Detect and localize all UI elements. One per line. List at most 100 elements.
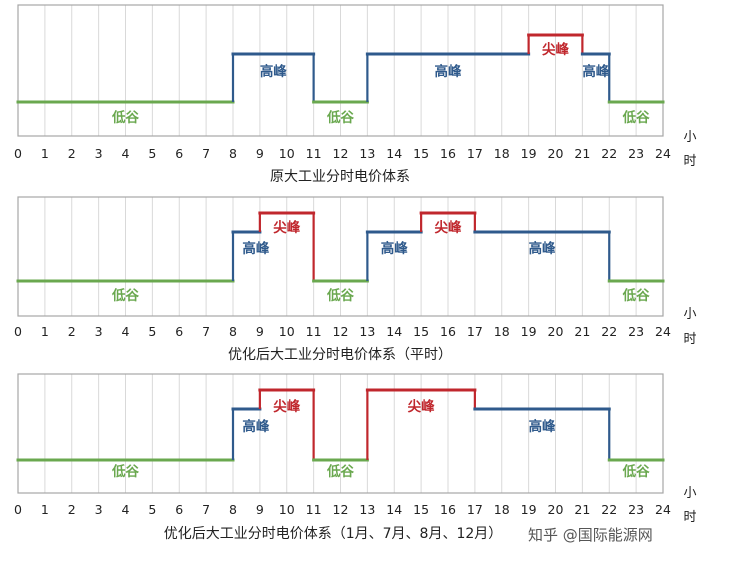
- x-tick-label: 6: [175, 146, 183, 161]
- x-tick-label: 17: [467, 146, 483, 161]
- x-tick-label: 2: [68, 502, 76, 517]
- period-label-valley: 低谷: [622, 287, 651, 304]
- x-tick-label: 2: [68, 146, 76, 161]
- x-tick-label: 1: [41, 324, 49, 339]
- period-label-valley: 低谷: [326, 109, 354, 126]
- x-tick-label: 20: [548, 502, 564, 517]
- x-tick-label: 3: [95, 146, 103, 161]
- x-tick-label: 4: [122, 324, 130, 339]
- x-axis-unit-label: 时: [683, 332, 696, 347]
- chart-caption: 原大工业分时电价体系: [270, 169, 410, 185]
- x-tick-label: 11: [306, 324, 322, 339]
- x-tick-label: 1: [41, 146, 49, 161]
- period-label-high: 高峰: [529, 418, 557, 435]
- x-tick-label: 12: [333, 502, 349, 517]
- x-tick-label: 14: [386, 146, 402, 161]
- x-tick-label: 10: [279, 146, 295, 161]
- period-label-high: 高峰: [435, 63, 462, 80]
- period-label-peak: 尖峰: [273, 219, 300, 236]
- x-tick-label: 8: [229, 146, 237, 161]
- x-tick-label: 7: [202, 324, 210, 339]
- x-tick-label: 4: [122, 502, 130, 517]
- period-label-high: 高峰: [529, 240, 557, 257]
- chart-caption: 优化后大工业分时电价体系（1月、7月、8月、12月）: [164, 526, 503, 542]
- x-axis-unit-label: 时: [683, 154, 696, 169]
- x-tick-label: 5: [148, 146, 156, 161]
- period-label-valley: 低谷: [111, 463, 139, 480]
- x-tick-label: 6: [175, 324, 183, 339]
- x-tick-label: 17: [467, 324, 483, 339]
- period-label-valley: 低谷: [622, 463, 651, 480]
- x-tick-label: 8: [229, 324, 237, 339]
- x-tick-label: 19: [521, 502, 537, 517]
- x-tick-label: 3: [95, 324, 103, 339]
- x-tick-label: 22: [601, 324, 617, 339]
- period-label-high: 高峰: [242, 418, 269, 435]
- period-label-valley: 低谷: [622, 109, 651, 126]
- x-tick-label: 15: [413, 146, 429, 161]
- period-label-peak: 尖峰: [408, 398, 435, 415]
- plot-frame: [17, 196, 664, 317]
- x-tick-label: 14: [386, 324, 402, 339]
- x-tick-label: 9: [256, 146, 264, 161]
- x-tick-label: 11: [306, 146, 322, 161]
- x-axis-unit-label: 小: [683, 307, 696, 322]
- plot-frame: [17, 373, 664, 494]
- x-tick-label: 16: [440, 502, 456, 517]
- period-label-valley: 低谷: [326, 287, 354, 304]
- x-tick-label: 5: [148, 324, 156, 339]
- period-label-high: 高峰: [260, 63, 287, 80]
- x-tick-label: 23: [628, 146, 644, 161]
- x-tick-label: 23: [628, 324, 644, 339]
- x-axis-unit-label: 小: [683, 486, 696, 501]
- x-axis-unit-label: 时: [683, 510, 696, 525]
- x-tick-label: 12: [333, 324, 349, 339]
- x-tick-label: 13: [359, 502, 375, 517]
- x-tick-label: 20: [548, 324, 564, 339]
- chart-caption: 优化后大工业分时电价体系（平时）: [228, 347, 452, 363]
- period-label-high: 高峰: [582, 63, 610, 80]
- period-label-valley: 低谷: [111, 109, 139, 126]
- x-tick-label: 16: [440, 324, 456, 339]
- x-tick-label: 18: [494, 502, 510, 517]
- x-tick-label: 15: [413, 324, 429, 339]
- x-tick-label: 0: [14, 146, 22, 161]
- x-tick-label: 8: [229, 502, 237, 517]
- x-tick-label: 24: [655, 324, 671, 339]
- x-tick-label: 11: [306, 502, 322, 517]
- period-label-peak: 尖峰: [542, 41, 570, 58]
- x-tick-label: 4: [122, 146, 130, 161]
- x-tick-label: 12: [333, 146, 349, 161]
- x-tick-label: 21: [574, 324, 590, 339]
- x-tick-label: 20: [548, 146, 564, 161]
- watermark: 知乎 @国际能源网: [528, 526, 653, 544]
- x-tick-label: 1: [41, 502, 49, 517]
- x-tick-label: 24: [655, 146, 671, 161]
- x-tick-label: 7: [202, 146, 210, 161]
- x-tick-label: 10: [279, 502, 295, 517]
- x-tick-label: 23: [628, 502, 644, 517]
- x-tick-label: 19: [521, 146, 537, 161]
- x-tick-label: 18: [494, 324, 510, 339]
- x-tick-label: 10: [279, 324, 295, 339]
- period-label-high: 高峰: [242, 240, 269, 257]
- x-tick-label: 17: [467, 502, 483, 517]
- period-label-valley: 低谷: [326, 463, 354, 480]
- x-tick-label: 15: [413, 502, 429, 517]
- period-label-high: 高峰: [381, 240, 408, 257]
- x-tick-label: 18: [494, 146, 510, 161]
- x-tick-label: 19: [521, 324, 537, 339]
- x-tick-label: 14: [386, 502, 402, 517]
- period-label-peak: 尖峰: [273, 398, 300, 415]
- x-tick-label: 6: [175, 502, 183, 517]
- x-tick-label: 9: [256, 324, 264, 339]
- x-tick-label: 7: [202, 502, 210, 517]
- x-tick-label: 21: [574, 502, 590, 517]
- x-tick-label: 21: [574, 146, 590, 161]
- x-axis-unit-label: 小: [683, 130, 696, 145]
- x-tick-label: 22: [601, 502, 617, 517]
